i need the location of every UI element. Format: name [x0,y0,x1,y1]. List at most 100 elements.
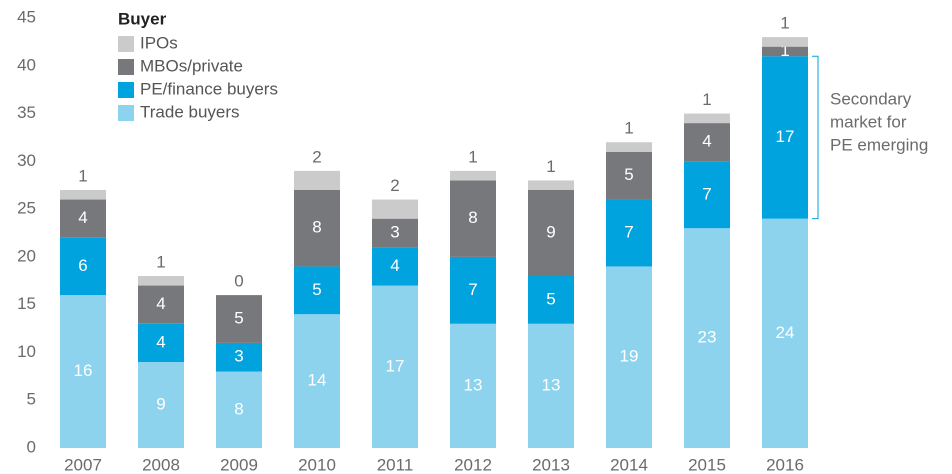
data-label: 13 [464,375,483,394]
data-label: 17 [386,356,405,375]
bar-segment [138,276,184,286]
bar-segment [606,142,652,152]
bar-segment [372,247,418,286]
bar-segment [216,295,262,343]
bar-segment [606,266,652,448]
bar-segment [684,228,730,448]
data-label: 8 [312,218,321,237]
x-tick-label: 2010 [298,455,336,474]
data-label: 4 [156,294,165,313]
bar-segment [60,295,106,448]
legend-swatch [118,59,134,75]
legend-title: Buyer [118,9,167,28]
data-label: 1 [702,90,711,109]
bar-segment [606,199,652,267]
bar-segment [762,37,808,47]
data-label: 23 [698,328,717,347]
data-label: 1 [468,147,477,166]
x-tick-label: 2007 [64,455,102,474]
legend-label: IPOs [140,33,178,52]
data-label: 16 [74,361,93,380]
bar-segment [294,314,340,448]
y-tick-label: 10 [17,342,36,361]
data-label: 1 [780,14,789,33]
data-label: 2 [312,147,321,166]
y-tick-label: 25 [17,199,36,218]
y-tick-label: 35 [17,103,36,122]
bar-segment [372,218,418,248]
y-tick-label: 30 [17,151,36,170]
data-label: 1 [78,166,87,185]
data-label: 5 [624,165,633,184]
bar-segment [762,218,808,448]
bar-segment [294,266,340,315]
y-tick-label: 20 [17,246,36,265]
data-label: 13 [542,375,561,394]
legend-label: PE/finance buyers [140,79,278,98]
x-tick-label: 2016 [766,455,804,474]
x-tick-label: 2008 [142,455,180,474]
x-tick-label: 2012 [454,455,492,474]
y-tick-label: 5 [27,390,36,409]
y-tick-label: 40 [17,55,36,74]
data-label: 3 [390,222,399,241]
bar-segment [762,46,808,57]
data-label: 9 [546,222,555,241]
legend-label: Trade buyers [140,102,240,121]
bar-segment [60,199,106,238]
x-tick-label: 2009 [220,455,258,474]
data-label: 1 [780,41,789,60]
data-label: 5 [546,289,555,308]
data-label: 4 [702,132,711,151]
bar-segment [606,151,652,200]
data-label: 4 [78,208,87,227]
annotation-bracket [812,55,819,220]
legend-swatch [118,36,134,52]
data-label: 2 [390,176,399,195]
bar-segment [528,190,574,276]
data-label: 24 [776,323,795,342]
bar-segment [138,323,184,362]
bar-segment [528,276,574,324]
bar-segment [450,170,496,181]
y-tick-label: 0 [27,437,36,456]
bar-segment [294,170,340,190]
bar-segment [762,56,808,219]
bar-segment [684,123,730,162]
bar-segment [372,199,418,219]
y-tick-label: 45 [17,7,36,26]
data-label: 1 [624,119,633,138]
data-label: 1 [546,157,555,176]
data-label: 7 [624,222,633,241]
data-label: 5 [312,280,321,299]
x-tick-label: 2013 [532,455,570,474]
bar-segment [372,285,418,448]
bar-segment [528,180,574,190]
bar-segment [450,180,496,257]
y-tick-label: 15 [17,294,36,313]
annotation: market for [830,112,907,131]
bar-segment [684,113,730,124]
bar-segment [216,371,262,448]
bar-segment [294,190,340,267]
bar-segment [138,285,184,324]
legend-swatch [118,105,134,121]
bar-segment [216,342,262,372]
data-label: 5 [234,308,243,327]
data-label: 6 [78,256,87,275]
bar-segment [138,362,184,448]
data-label: 9 [156,394,165,413]
x-tick-label: 2011 [377,455,414,474]
data-label: 8 [234,399,243,418]
data-label: 1 [156,252,165,271]
x-tick-label: 2014 [610,455,648,474]
bar-segment [684,161,730,229]
data-label: 7 [468,280,477,299]
data-label: 0 [234,272,243,291]
bar-segment [450,323,496,448]
data-label: 7 [702,184,711,203]
data-label: 19 [620,347,639,366]
bar-segment [450,256,496,324]
legend-label: MBOs/private [140,56,243,75]
